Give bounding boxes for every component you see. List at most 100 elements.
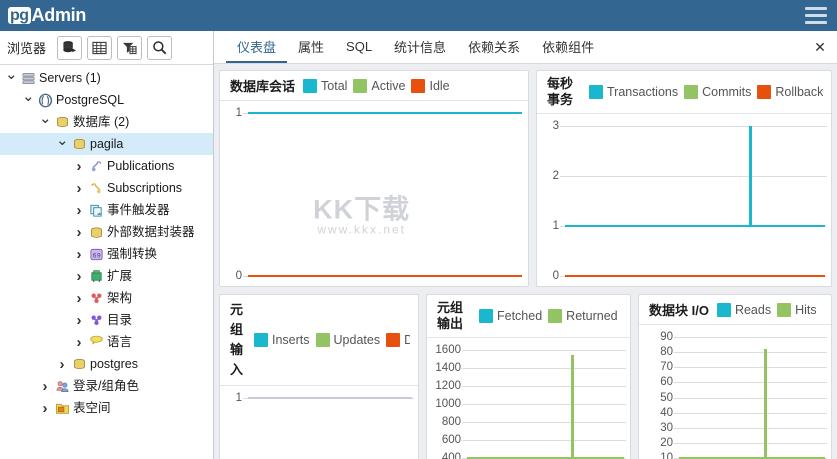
search-icon[interactable] bbox=[147, 35, 173, 60]
panel-header: 元组输入 Inserts Updates Deletes bbox=[220, 295, 418, 386]
tree-item-event-trigger-icon[interactable]: 事件触发器 bbox=[0, 199, 213, 221]
legend-item[interactable]: Reads bbox=[716, 302, 771, 317]
tablespace-icon bbox=[54, 400, 70, 416]
legend-swatch-icon bbox=[386, 333, 401, 347]
tree-item-database-icon[interactable]: postgres bbox=[0, 353, 213, 375]
tree-item-label: 数据库 (2) bbox=[73, 115, 130, 129]
chevron-right-icon[interactable] bbox=[73, 246, 85, 263]
legend-swatch-icon bbox=[684, 85, 699, 99]
gridline bbox=[674, 337, 827, 338]
y-axis-tick-label: 800 bbox=[441, 416, 461, 428]
legend-item[interactable]: Deletes bbox=[386, 333, 410, 347]
tab-依赖关系[interactable]: 依赖关系 bbox=[468, 39, 521, 55]
grid-table-icon[interactable] bbox=[87, 35, 113, 60]
tab-属性[interactable]: 属性 bbox=[298, 39, 325, 55]
legend-item[interactable]: Transactions bbox=[589, 85, 678, 99]
chevron-right-icon[interactable] bbox=[73, 312, 85, 329]
tab-仪表盘[interactable]: 仪表盘 bbox=[226, 31, 288, 63]
chevron-down-icon[interactable] bbox=[5, 69, 17, 87]
tree-item-label: 外部数据封装器 bbox=[107, 225, 195, 239]
browser-panel: 浏览器 bbox=[0, 31, 214, 459]
tab-SQL[interactable]: SQL bbox=[346, 38, 373, 54]
legend-swatch-icon bbox=[479, 309, 493, 323]
legend-swatch-icon bbox=[589, 85, 603, 99]
chart-plot-area: 90 80 70 60 50 40 30 20 10 bbox=[639, 325, 831, 459]
legend-item[interactable]: Returned bbox=[548, 309, 618, 323]
chevron-right-icon[interactable] bbox=[73, 158, 85, 175]
tree-item-language-icon[interactable]: 语言 bbox=[0, 331, 213, 353]
gridline bbox=[674, 352, 827, 354]
chevron-right-icon[interactable] bbox=[39, 378, 51, 395]
chevron-down-icon[interactable] bbox=[56, 135, 68, 153]
y-axis-tick-label: 1 bbox=[235, 392, 242, 404]
chevron-down-icon[interactable] bbox=[22, 91, 34, 109]
tree-item-databases-icon[interactable]: 数据库 (2) bbox=[0, 111, 213, 133]
subscriptions-icon bbox=[88, 180, 104, 196]
legend-item[interactable]: Fetched bbox=[479, 309, 542, 323]
tree-item-extension-icon[interactable]: 扩展 bbox=[0, 265, 213, 287]
chevron-right-icon[interactable] bbox=[73, 268, 85, 285]
chevron-right-icon[interactable] bbox=[73, 180, 85, 197]
filter-table-icon[interactable] bbox=[117, 35, 143, 60]
tree-item-tablespace-icon[interactable]: 表空间 bbox=[0, 397, 213, 419]
series-line-Hits bbox=[679, 457, 825, 459]
panel-header: 元组输出 Fetched Returned bbox=[427, 295, 630, 338]
tree-item-catalog-icon[interactable]: 目录 bbox=[0, 309, 213, 331]
tree-item-database-icon[interactable]: pagila bbox=[0, 133, 213, 155]
chevron-down-icon[interactable] bbox=[39, 113, 51, 131]
browser-toolbar: 浏览器 bbox=[0, 31, 213, 65]
series-line-Total bbox=[248, 112, 522, 114]
tree-item-postgresql-icon[interactable]: PostgreSQL bbox=[0, 89, 213, 111]
series-spike-Returned bbox=[571, 354, 575, 458]
chevron-right-icon[interactable] bbox=[73, 290, 85, 307]
tree-item-label: PostgreSQL bbox=[56, 93, 125, 107]
object-tree[interactable]: Servers (1) PostgreSQL 数据库 (2) pagila Pu… bbox=[0, 65, 213, 459]
svg-text:9: 9 bbox=[96, 252, 100, 259]
legend-item[interactable]: Rollbacks bbox=[757, 85, 823, 99]
y-axis-tick-label: 3 bbox=[552, 120, 559, 132]
chevron-right-icon[interactable] bbox=[73, 202, 85, 219]
chevron-right-icon[interactable] bbox=[73, 224, 85, 241]
y-axis-tick-label: 80 bbox=[660, 346, 673, 359]
object-explorer-icon[interactable] bbox=[57, 35, 83, 60]
legend-item[interactable]: Idle bbox=[411, 78, 450, 93]
y-axis-tick-label: 90 bbox=[660, 331, 673, 343]
legend-item[interactable]: Total bbox=[303, 78, 347, 93]
tree-item-subscriptions-icon[interactable]: Subscriptions bbox=[0, 177, 213, 199]
tree-item-servers-icon[interactable]: Servers (1) bbox=[0, 67, 213, 89]
close-tab-icon[interactable]: ✕ bbox=[814, 38, 826, 55]
logo-pg-mark: pg bbox=[8, 7, 31, 24]
legend-swatch-icon bbox=[777, 302, 792, 317]
panel-title: 元组输出 bbox=[437, 300, 464, 331]
tree-item-login-role-icon[interactable]: 登录/组角色 bbox=[0, 375, 213, 397]
legend-label: Inserts bbox=[272, 333, 310, 347]
cast-icon: 6 9 bbox=[88, 246, 104, 262]
database-icon bbox=[71, 356, 87, 372]
hamburger-menu-icon[interactable] bbox=[805, 7, 827, 24]
chevron-right-icon[interactable] bbox=[73, 334, 85, 351]
panel-header: 数据库会话 Total Active Idle bbox=[220, 71, 528, 101]
catalog-icon bbox=[88, 312, 104, 328]
panel-title: 元组输入 bbox=[230, 302, 244, 377]
legend-item[interactable]: Hits bbox=[777, 302, 817, 317]
chevron-right-icon[interactable] bbox=[56, 356, 68, 373]
chevron-right-icon[interactable] bbox=[39, 400, 51, 417]
legend-label: Updates bbox=[333, 333, 381, 347]
app-header: pg Admin bbox=[0, 0, 837, 31]
series-spike-Transactions bbox=[749, 126, 753, 226]
chart-legend: Fetched Returned bbox=[479, 309, 618, 323]
tree-item-schema-icon[interactable]: 架构 bbox=[0, 287, 213, 309]
legend-item[interactable]: Active bbox=[353, 78, 405, 93]
tab-依赖组件[interactable]: 依赖组件 bbox=[542, 39, 595, 55]
dashboard-row-bottom: 元组输入 Inserts Updates Deletes 1 元组输出 Fetched Re… bbox=[219, 294, 832, 459]
tree-item-foreign-data-wrapper-icon[interactable]: 外部数据封装器 bbox=[0, 221, 213, 243]
legend-label: Hits bbox=[795, 302, 817, 317]
tree-item-publications-icon[interactable]: Publications bbox=[0, 155, 213, 177]
legend-item[interactable]: Commits bbox=[684, 85, 751, 99]
publications-icon bbox=[88, 158, 104, 174]
gridline bbox=[462, 350, 626, 351]
legend-item[interactable]: Inserts bbox=[254, 333, 310, 347]
legend-item[interactable]: Updates bbox=[315, 333, 381, 347]
tab-统计信息[interactable]: 统计信息 bbox=[394, 39, 447, 55]
